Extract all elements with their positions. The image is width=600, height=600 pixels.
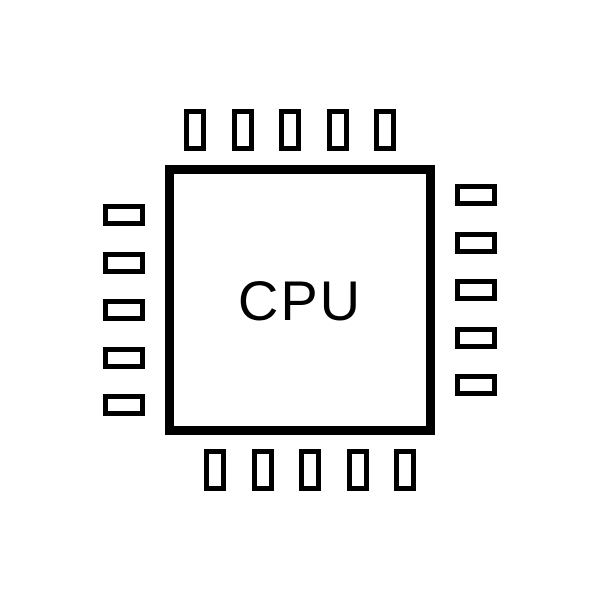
- pin-bottom-0: [204, 449, 226, 491]
- pin-left-1: [103, 252, 145, 274]
- pin-right-2: [455, 279, 497, 301]
- pin-left-2: [103, 299, 145, 321]
- chip-body: CPU: [165, 165, 435, 435]
- pin-top-4: [374, 109, 396, 151]
- pin-top-1: [232, 109, 254, 151]
- pin-right-4: [455, 374, 497, 396]
- pin-left-4: [103, 394, 145, 416]
- pin-right-1: [455, 232, 497, 254]
- pin-left-3: [103, 347, 145, 369]
- pin-right-0: [455, 184, 497, 206]
- pin-bottom-1: [252, 449, 274, 491]
- pin-bottom-2: [299, 449, 321, 491]
- pin-bottom-3: [347, 449, 369, 491]
- pin-bottom-4: [394, 449, 416, 491]
- pin-top-2: [279, 109, 301, 151]
- pin-top-3: [327, 109, 349, 151]
- pin-top-0: [184, 109, 206, 151]
- pin-right-3: [455, 327, 497, 349]
- cpu-icon: CPU: [0, 0, 600, 600]
- chip-label: CPU: [238, 268, 362, 333]
- pin-left-0: [103, 204, 145, 226]
